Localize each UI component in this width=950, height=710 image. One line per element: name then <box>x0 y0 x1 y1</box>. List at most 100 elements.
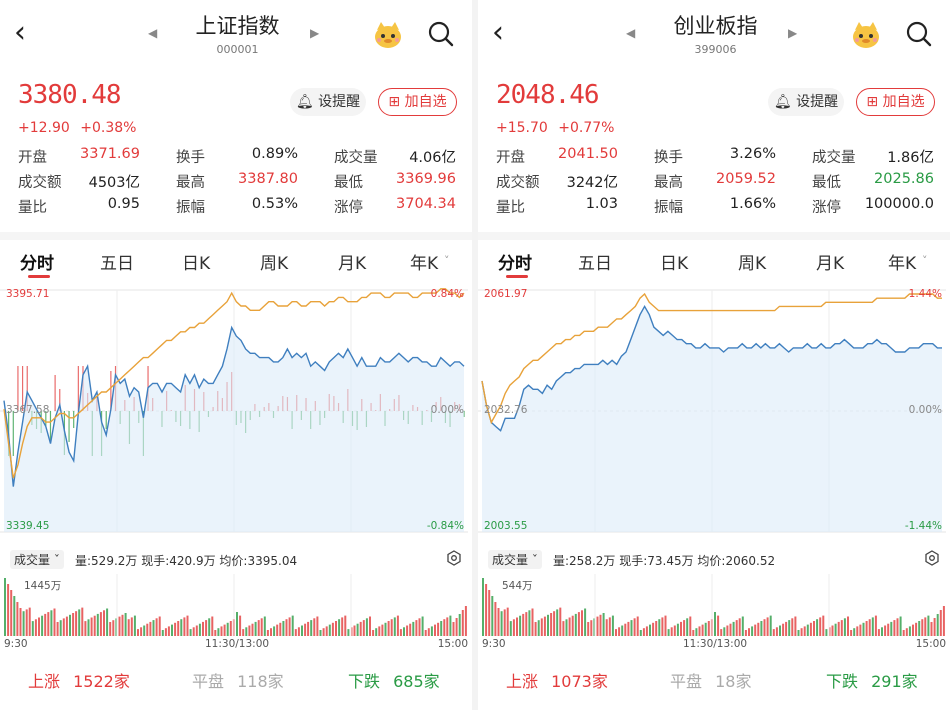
add-watchlist-button[interactable]: ⊞ 加自选 <box>856 88 935 116</box>
volume-bar <box>399 629 402 636</box>
chevron-down-icon[interactable]: ˅ <box>444 254 450 267</box>
volume-bar <box>491 596 494 636</box>
volume-bar <box>525 612 528 636</box>
unchanged[interactable]: 平盘 18家 <box>670 668 751 692</box>
volume-bar <box>942 606 945 636</box>
stat-value: 4503亿 <box>88 175 140 191</box>
volume-bar <box>735 620 738 636</box>
intraday-chart[interactable]: 3395.71 3367.58 3339.45 0.84% 0.00% -0.8… <box>0 282 472 540</box>
intraday-chart[interactable]: 2061.97 2032.76 2003.55 1.44% 0.00% -1.4… <box>478 282 950 540</box>
volume-bar <box>568 617 571 636</box>
price-line <box>481 304 942 432</box>
tab-intraday[interactable]: 分时 <box>498 254 532 274</box>
volume-bar <box>99 612 102 636</box>
bell-icon: 🔔︎ <box>773 94 792 110</box>
stat-label: 成交量 <box>812 150 856 166</box>
market-breadth: 上涨 1073家 平盘 18家 下跌 291家 <box>478 668 950 698</box>
back-arrow-icon[interactable]: ‹ <box>14 15 26 50</box>
prev-index-icon[interactable]: ◀ <box>148 26 158 40</box>
time-mid: 11:30/13:00 <box>205 638 270 650</box>
section-divider <box>0 232 472 240</box>
volume-bar <box>248 625 251 636</box>
y-axis-mid-label: 3367.58 <box>6 404 50 416</box>
volume-bar <box>338 619 341 636</box>
stat-label: 最低 <box>334 175 363 191</box>
set-reminder-button[interactable]: 🔔︎ 设提醒 <box>768 88 844 116</box>
set-reminder-label: 设提醒 <box>318 94 361 110</box>
tab-yearly-k[interactable]: 年K <box>410 254 439 274</box>
volume-chart-svg <box>482 574 945 636</box>
tab-five-day[interactable]: 五日 <box>578 254 612 274</box>
volume-bar <box>890 621 893 636</box>
tab-weekly-k[interactable]: 周K <box>260 254 289 274</box>
volume-bar <box>171 624 173 636</box>
volume-bar <box>78 609 81 636</box>
index-panel-chinext: ‹ ◀ 创业板指 399006 ▶ 2048.46 +15.70 +0.77% … <box>478 0 950 710</box>
volume-bar <box>528 610 531 636</box>
volume-bar <box>676 623 679 636</box>
volume-selector[interactable]: 成交量 ˇ <box>488 550 542 569</box>
advancers-count: 1522家 <box>73 672 130 691</box>
back-arrow-icon[interactable]: ‹ <box>492 15 504 50</box>
tab-five-day[interactable]: 五日 <box>100 254 134 274</box>
volume-bar <box>785 621 788 636</box>
decliners[interactable]: 下跌 291家 <box>826 668 918 692</box>
stat-value: 3.26% <box>729 146 776 162</box>
stat-value: 0.53% <box>251 196 298 212</box>
volume-bar <box>893 620 896 636</box>
tab-weekly-k[interactable]: 周K <box>738 254 767 274</box>
advancers[interactable]: 上涨 1073家 <box>506 668 608 692</box>
period-tabs: 分时 五日 日K 周K 月K 年K ˅ <box>0 240 472 282</box>
volume-bar <box>627 621 630 636</box>
mascot-icon[interactable] <box>372 18 404 50</box>
volume-bar <box>121 614 124 636</box>
volume-bar <box>547 614 549 636</box>
volume-bar <box>816 619 819 636</box>
volume-bar <box>918 621 921 636</box>
volume-bar <box>304 623 307 636</box>
volume-bar <box>562 621 565 636</box>
chevron-down-icon[interactable]: ˅ <box>922 254 928 267</box>
set-reminder-button[interactable]: 🔔︎ 设提醒 <box>290 88 366 116</box>
volume-bar <box>263 616 266 636</box>
mascot-icon[interactable] <box>850 18 882 50</box>
volume-max-label: 544万 <box>502 580 533 592</box>
volume-bar <box>13 596 16 636</box>
tab-daily-k[interactable]: 日K <box>660 254 689 274</box>
volume-bar <box>226 622 229 636</box>
volume-bar <box>415 620 418 636</box>
settings-icon[interactable] <box>446 550 462 566</box>
tab-monthly-k[interactable]: 月K <box>338 254 367 274</box>
volume-bar <box>146 623 149 636</box>
search-icon[interactable] <box>427 20 455 48</box>
next-index-icon[interactable]: ▶ <box>310 26 320 40</box>
settings-icon[interactable] <box>924 550 940 566</box>
decliners[interactable]: 下跌 685家 <box>348 668 440 692</box>
tab-monthly-k[interactable]: 月K <box>816 254 845 274</box>
volume-bar <box>87 619 90 636</box>
volume-bar <box>464 606 467 636</box>
tab-intraday[interactable]: 分时 <box>20 254 54 274</box>
volume-bar <box>378 626 381 636</box>
tab-daily-k[interactable]: 日K <box>182 254 211 274</box>
volume-bar <box>754 624 757 636</box>
volume-bar <box>440 621 443 636</box>
prev-index-icon[interactable]: ◀ <box>626 26 636 40</box>
unchanged[interactable]: 平盘 118家 <box>192 668 284 692</box>
volume-selector[interactable]: 成交量 ˇ <box>10 550 64 569</box>
search-icon[interactable] <box>905 20 933 48</box>
next-index-icon[interactable]: ▶ <box>788 26 798 40</box>
volume-bar <box>791 618 794 636</box>
volume-bar <box>313 618 316 636</box>
stats-row: 成交额 4503亿 最高 3387.80 最低 3369.96 <box>18 171 458 196</box>
volume-bar <box>430 626 433 636</box>
tab-yearly-k[interactable]: 年K <box>888 254 917 274</box>
volume-bar <box>140 627 143 636</box>
volume-bar <box>522 613 525 636</box>
stats-row: 量比 0.95 振幅 0.53% 涨停 3704.34 <box>18 196 458 221</box>
advancers[interactable]: 上涨 1522家 <box>28 668 130 692</box>
add-watchlist-button[interactable]: ⊞ 加自选 <box>378 88 457 116</box>
change-value: +15.70 <box>496 120 548 136</box>
change-value: +12.90 <box>18 120 70 136</box>
volume-bar <box>763 619 766 636</box>
